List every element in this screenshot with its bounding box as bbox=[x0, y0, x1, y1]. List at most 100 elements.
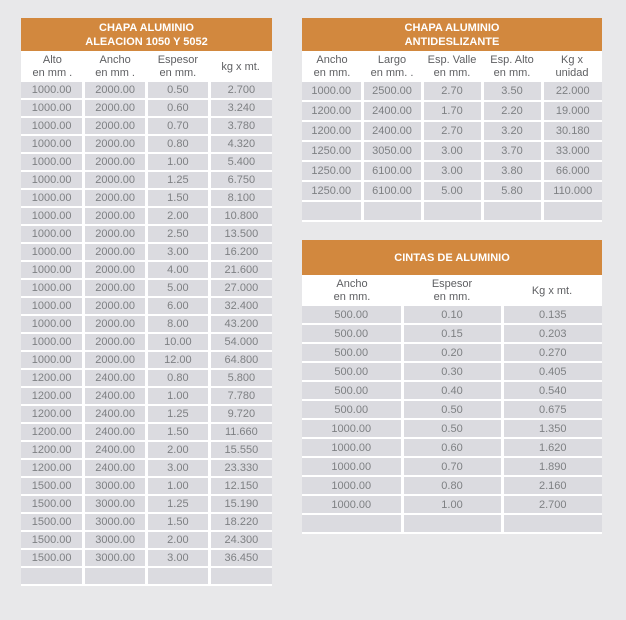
table-cell: 7.780 bbox=[209, 387, 272, 406]
table-cell: 6100.00 bbox=[362, 161, 424, 182]
table-cell: 2500.00 bbox=[362, 82, 424, 102]
table-cell: 3000.00 bbox=[83, 531, 148, 550]
table-cell: 10.00 bbox=[146, 333, 211, 352]
table-cell: 54.000 bbox=[209, 333, 272, 352]
table-row: 1000.00 2500.00 2.70 3.50 22.000 bbox=[302, 82, 602, 102]
table-cell: 1.00 bbox=[146, 387, 211, 406]
table-cell: 1000.00 bbox=[21, 135, 86, 154]
table-cell bbox=[502, 514, 602, 534]
table-cell: 43.200 bbox=[209, 315, 272, 334]
table-cell: 5.400 bbox=[209, 153, 272, 172]
column-header: kg x mt. bbox=[209, 51, 272, 82]
table-title-line2: ALEACION 1050 Y 5052 bbox=[85, 36, 208, 48]
table-cell: 0.270 bbox=[502, 343, 602, 363]
table-row bbox=[302, 514, 602, 534]
chapa-antideslizante-grid: Ancho en mm. Largo en mm. . Esp. Valle en mm.… bbox=[302, 51, 602, 222]
table-cell: 13.500 bbox=[209, 225, 272, 244]
column-header: Espesor en mm. bbox=[402, 275, 502, 306]
table-cell: 1000.00 bbox=[302, 419, 404, 439]
table-cell: 0.80 bbox=[402, 476, 504, 496]
table-cell: 1200.00 bbox=[21, 441, 86, 460]
table-cell: 2400.00 bbox=[83, 459, 148, 478]
table-cell: 1.00 bbox=[402, 495, 504, 515]
table-cell: 1000.00 bbox=[21, 297, 86, 316]
table-row: 1500.00 3000.00 1.25 15.190 bbox=[21, 495, 272, 514]
table-cell: 19.000 bbox=[542, 101, 602, 122]
table-cell: 1200.00 bbox=[302, 101, 364, 122]
table-cell: 8.100 bbox=[209, 189, 272, 208]
table-cell bbox=[83, 567, 148, 586]
table-cell: 2.00 bbox=[146, 207, 211, 226]
table-cell: 1000.00 bbox=[302, 82, 364, 102]
table-cell: 500.00 bbox=[302, 400, 404, 420]
table-cell: 6.00 bbox=[146, 297, 211, 316]
table-cell: 3000.00 bbox=[83, 513, 148, 532]
table-cell: 2000.00 bbox=[83, 99, 148, 118]
chapa-aleacion-grid: Alto en mm . Ancho en mm . Espesor en mm. kg x… bbox=[21, 51, 272, 586]
table-cell: 2400.00 bbox=[83, 369, 148, 388]
table-cell: 33.000 bbox=[542, 141, 602, 162]
table-cell: 15.550 bbox=[209, 441, 272, 460]
table-cell bbox=[362, 201, 424, 222]
table-cell: 16.200 bbox=[209, 243, 272, 262]
table-cell: 3.00 bbox=[422, 161, 484, 182]
table-cell: 2000.00 bbox=[83, 351, 148, 370]
table-cell: 3.50 bbox=[482, 82, 544, 102]
table-cell: 10.800 bbox=[209, 207, 272, 226]
table-cell: 1.890 bbox=[502, 457, 602, 477]
table-row: 500.00 0.20 0.270 bbox=[302, 343, 602, 363]
table-cell: 0.30 bbox=[402, 362, 504, 382]
table-cell: 66.000 bbox=[542, 161, 602, 182]
table-cell: 1000.00 bbox=[21, 99, 86, 118]
table-cell: 1200.00 bbox=[21, 423, 86, 442]
table-row: 1000.00 0.80 2.160 bbox=[302, 476, 602, 496]
table-cell: 1000.00 bbox=[21, 207, 86, 226]
table-cell: 2.700 bbox=[209, 82, 272, 100]
table-cell: 2000.00 bbox=[83, 171, 148, 190]
table-cell: 1200.00 bbox=[302, 121, 364, 142]
table-row: 500.00 0.30 0.405 bbox=[302, 362, 602, 382]
table-cell: 1500.00 bbox=[21, 477, 86, 496]
table-row: 1200.00 2400.00 1.70 2.20 19.000 bbox=[302, 101, 602, 122]
table-cell: 500.00 bbox=[302, 306, 404, 325]
table-cell: 1500.00 bbox=[21, 549, 86, 568]
table-title-line1: CHAPA ALUMINIO bbox=[99, 22, 194, 34]
table-cell: 1000.00 bbox=[21, 153, 86, 172]
table-cell: 3000.00 bbox=[83, 477, 148, 496]
table-cell: 0.50 bbox=[146, 82, 211, 100]
table-row: 1000.00 2000.00 5.00 27.000 bbox=[21, 279, 272, 298]
column-header: Espesor en mm. bbox=[146, 51, 210, 82]
table-cell: 1200.00 bbox=[21, 369, 86, 388]
table-row: 500.00 0.10 0.135 bbox=[302, 306, 602, 325]
table-cell: 1.620 bbox=[502, 438, 602, 458]
table-row: 1000.00 2000.00 3.00 16.200 bbox=[21, 243, 272, 262]
table-cell: 1.25 bbox=[146, 405, 211, 424]
table-row: 1200.00 2400.00 1.50 11.660 bbox=[21, 423, 272, 442]
table-cell: 0.60 bbox=[402, 438, 504, 458]
table-row: 1200.00 2400.00 1.00 7.780 bbox=[21, 387, 272, 406]
table-cell: 5.00 bbox=[422, 181, 484, 202]
table-cell: 1200.00 bbox=[21, 459, 86, 478]
table-cell: 6.750 bbox=[209, 171, 272, 190]
table-cell: 8.00 bbox=[146, 315, 211, 334]
table-cell: 3000.00 bbox=[83, 495, 148, 514]
table-cell: 3.780 bbox=[209, 117, 272, 136]
column-header: Largo en mm. . bbox=[362, 51, 422, 82]
table-cell: 0.15 bbox=[402, 324, 504, 344]
table-cell: 3.00 bbox=[146, 243, 211, 262]
table-cell: 2.50 bbox=[146, 225, 211, 244]
table-cell: 2.20 bbox=[482, 101, 544, 122]
table-row: 1000.00 2000.00 1.25 6.750 bbox=[21, 171, 272, 190]
table-cell: 36.450 bbox=[209, 549, 272, 568]
table-cell: 500.00 bbox=[302, 362, 404, 382]
table-cell bbox=[146, 567, 211, 586]
table-cell: 3.00 bbox=[422, 141, 484, 162]
table-cell bbox=[422, 201, 484, 222]
table-cell: 12.150 bbox=[209, 477, 272, 496]
table-cell: 1000.00 bbox=[21, 261, 86, 280]
table-cell: 2400.00 bbox=[83, 441, 148, 460]
table-row: 1200.00 2400.00 3.00 23.330 bbox=[21, 459, 272, 478]
table-row: 1200.00 2400.00 1.25 9.720 bbox=[21, 405, 272, 424]
table-cell: 2.700 bbox=[502, 495, 602, 515]
table-cell: 1500.00 bbox=[21, 513, 86, 532]
